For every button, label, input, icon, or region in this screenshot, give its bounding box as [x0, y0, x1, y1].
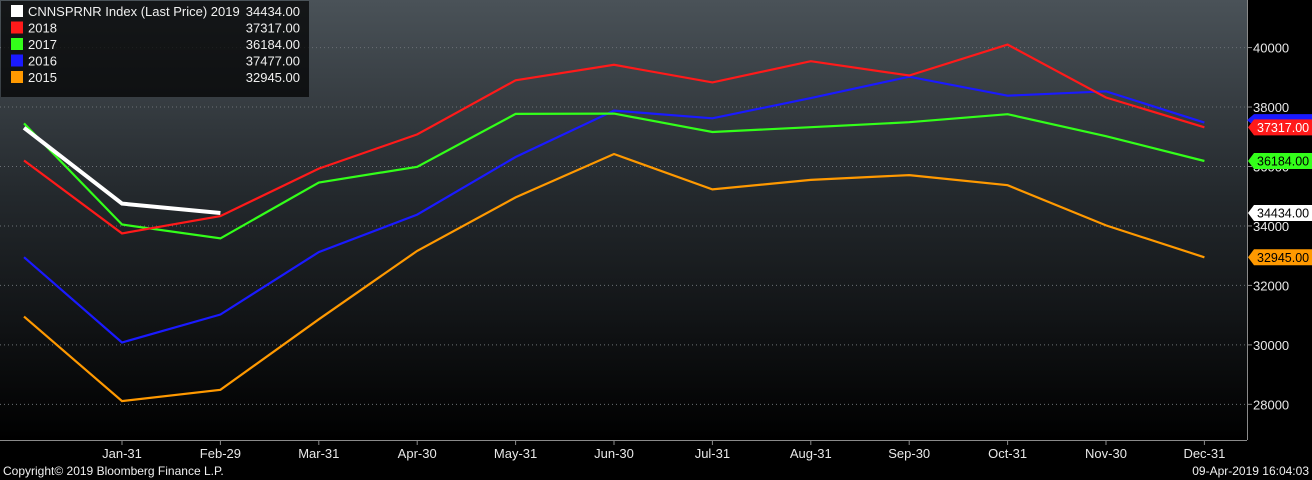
legend: CNNSPRNR Index (Last Price) 2019 34434.00… — [1, 1, 309, 97]
legend-label: 2015 — [28, 70, 57, 85]
x-tick-label-Jul-31: Jul-31 — [695, 446, 730, 461]
series-line-2017 — [23, 112, 1205, 240]
x-tick-label-Feb-29: Feb-29 — [200, 446, 241, 461]
series-line-2016 — [23, 75, 1205, 344]
x-tick-label-Apr-30: Apr-30 — [398, 446, 437, 461]
x-tick-label-May-31: May-31 — [494, 446, 537, 461]
x-tick-label-Nov-30: Nov-30 — [1085, 446, 1127, 461]
legend-value: 36184.00 — [246, 37, 300, 52]
legend-value: 34434.00 — [246, 4, 300, 19]
legend-entry-cnnsprnr-index-last-price-2019: CNNSPRNR Index (Last Price) 2019 34434.00 — [11, 4, 300, 19]
legend-entry-2017: 2017 36184.00 — [11, 37, 300, 52]
axis-tag-label: 36184.00 — [1257, 155, 1309, 169]
axis-tag-36184.00: 36184.00 — [1248, 153, 1312, 170]
legend-label: 2016 — [28, 54, 57, 69]
axis-tag-37317.00: 37317.00 — [1248, 119, 1312, 136]
y-tick-label-32000: 32000 — [1253, 278, 1289, 293]
x-axis-ticks: Jan-31 Feb-29 Mar-31 Apr-30 May-31 Jun-30 Jul-… — [102, 440, 1225, 461]
series-line-2015 — [23, 152, 1205, 403]
axis-tag-bg — [1248, 153, 1312, 170]
y-tick-label-40000: 40000 — [1253, 41, 1289, 56]
legend-entry-2018: 2018 37317.00 — [11, 21, 300, 36]
legend-label: CNNSPRNR Index (Last Price) 2019 — [28, 4, 240, 19]
x-tick-label-Oct-31: Oct-31 — [988, 446, 1027, 461]
last-value-tags: 37317.00 36184.00 34434.00 32945.00 — [1247, 114, 1312, 266]
legend-swatch — [11, 5, 23, 17]
y-tick-label-28000: 28000 — [1253, 397, 1289, 412]
legend-swatch — [11, 71, 23, 83]
axis-tag-label: 37317.00 — [1257, 121, 1309, 135]
x-tick-label-Aug-31: Aug-31 — [790, 446, 832, 461]
legend-swatch — [11, 21, 23, 34]
axis-tag-32945.00: 32945.00 — [1248, 249, 1312, 266]
x-tick-label-Jun-30: Jun-30 — [594, 446, 634, 461]
x-tick-label-Dec-31: Dec-31 — [1183, 446, 1225, 461]
axis-tag-bg — [1248, 249, 1312, 266]
legend-value: 37317.00 — [246, 21, 300, 36]
legend-value: 37477.00 — [246, 54, 300, 69]
series-line-2018 — [23, 43, 1205, 235]
axis-tag-bg — [1248, 205, 1312, 222]
x-tick-label-Mar-31: Mar-31 — [298, 446, 339, 461]
legend-value: 32945.00 — [246, 70, 300, 85]
axis-tag-34434.00: 34434.00 — [1248, 205, 1312, 222]
legend-swatch — [11, 54, 23, 67]
legend-label: 2017 — [28, 37, 57, 52]
axis-tag-label: 34434.00 — [1257, 207, 1309, 221]
legend-swatch — [11, 38, 23, 50]
copyright-text: Copyright© 2019 Bloomberg Finance L.P. — [3, 464, 224, 478]
x-tick-label-Jan-31: Jan-31 — [102, 446, 142, 461]
timestamp-text: 09-Apr-2019 16:04:03 — [1192, 464, 1309, 478]
series-lines — [22, 43, 1205, 403]
axis-tag-bg — [1248, 119, 1312, 136]
y-tick-label-30000: 30000 — [1253, 338, 1289, 353]
legend-entry-2015: 2015 32945.00 — [11, 70, 300, 85]
legend-box — [1, 1, 309, 97]
y-tick-label-34000: 34000 — [1253, 219, 1289, 234]
legend-entry-2016: 2016 37477.00 — [11, 54, 300, 69]
x-tick-label-Sep-30: Sep-30 — [888, 446, 930, 461]
axis-tag-label: 32945.00 — [1257, 251, 1309, 265]
legend-label: 2018 — [28, 21, 57, 36]
y-tick-label-38000: 38000 — [1253, 100, 1289, 115]
series-line-cnnsprnr-index-last-price-2019 — [22, 126, 221, 215]
